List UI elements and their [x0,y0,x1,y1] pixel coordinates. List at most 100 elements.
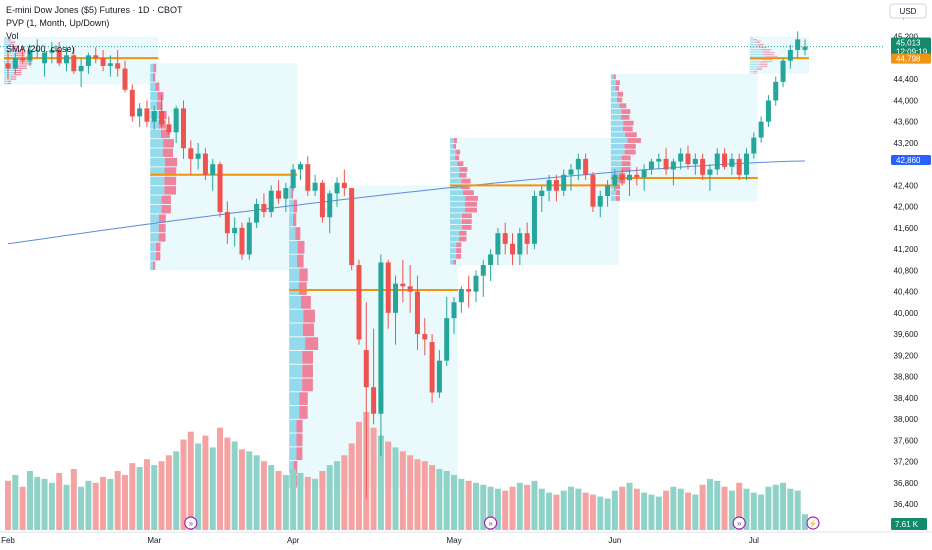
profile-up-bar [289,268,300,282]
event-marker-icon[interactable]: » [184,516,198,530]
profile-down-bar [161,129,170,139]
profile-down-bar [757,43,765,45]
volume-bar [655,496,662,530]
price-tick-label: 36,400 [894,500,919,509]
candle-body [605,185,611,197]
profile-down-bar [303,309,315,323]
volume-bar [721,486,728,530]
candle [597,190,603,218]
profile-down-bar [293,213,297,227]
time-tick-label: Jun [608,536,621,545]
price-tick-label: 40,800 [894,266,919,275]
candle [758,116,764,143]
profile-down-bar [296,447,303,461]
profile-up-bar [4,63,20,65]
candle [802,39,808,56]
candle [151,105,157,130]
profile-up-bar [4,48,12,50]
profile-down-bar [291,185,294,199]
profile-up-bar [4,39,8,41]
profile-up-bar [749,47,760,49]
currency-button[interactable]: USD [889,3,927,19]
price-tick-label: 37,200 [894,458,919,467]
candle-body [473,275,479,292]
volume-bar [341,455,348,530]
candle [429,334,435,404]
volume-bar [114,471,121,530]
price-tick-label: 38,800 [894,373,919,382]
candle-body [297,164,303,170]
volume-bar [217,427,224,530]
profile-down-bar [753,38,757,40]
indicator-pvp[interactable]: PVP (1, Month, Up/Down) [6,18,110,28]
candle-body [575,158,581,170]
volume-bar [794,490,801,530]
volume-bar [787,488,794,530]
candle [722,148,728,170]
candle [180,100,186,159]
symbol-title[interactable]: E-mini Dow Jones ($5) Futures · 1D · CBO… [6,5,183,15]
profile-up-bar [4,43,10,45]
volume-bar [677,488,684,530]
volume-bar [5,480,11,530]
volume-bar [70,469,77,530]
volume-bar [670,486,677,530]
candle-body [488,254,494,266]
candle [670,158,676,186]
volume-bar [633,488,640,530]
volume-bar [480,484,487,530]
lightning-marker-icon[interactable]: ⚡ [806,516,820,530]
candle-body [232,227,238,234]
candle [210,158,216,191]
candle-body [166,124,172,133]
profile-down-bar [299,268,308,282]
profile-down-bar [621,161,631,167]
profile-up-bar [610,120,624,126]
profile-down-bar [11,48,18,50]
candle-body [744,153,750,175]
candle-body [319,182,325,218]
candle [12,52,18,74]
profile-up-bar [289,364,303,378]
profile-down-bar [761,49,772,50]
candle-body [597,196,603,207]
event-marker-icon[interactable]: » [483,516,498,530]
volume-bar [246,451,253,530]
candle-body [773,81,779,101]
candle [422,318,428,356]
profile-up-bar [749,40,756,42]
price-tick-label: 43,600 [894,118,919,127]
profile-up-bar [610,132,626,138]
candle [619,169,625,186]
candle [305,156,311,197]
candle [568,164,574,191]
candle-body [561,174,567,191]
candle-body [634,174,640,178]
volume-bar [772,484,779,530]
profile-down-bar [617,91,624,97]
candle [188,140,194,175]
candle [93,47,99,64]
profile-up-bar [610,103,620,109]
candle [787,44,793,69]
profile-up-bar [610,190,616,196]
profile-down-bar [464,207,477,213]
candle-body [546,180,552,191]
profile-down-bar [456,253,462,259]
profile-down-bar [297,240,305,254]
profile-up-bar [610,97,618,103]
profile-up-bar [289,378,303,392]
volume-bar [173,451,180,530]
candle-body [371,387,377,414]
indicator-sma[interactable]: SMA (200, close) [6,44,75,54]
candle-body [568,169,574,175]
candle [575,153,581,181]
event-marker-icon[interactable]: » [732,516,746,530]
candle [312,174,318,197]
indicator-vol[interactable]: Vol [6,31,19,41]
profile-down-bar [158,223,166,233]
profile-up-bar [610,184,616,190]
profile-up-bar [610,74,614,80]
profile-up-bar [289,419,297,433]
